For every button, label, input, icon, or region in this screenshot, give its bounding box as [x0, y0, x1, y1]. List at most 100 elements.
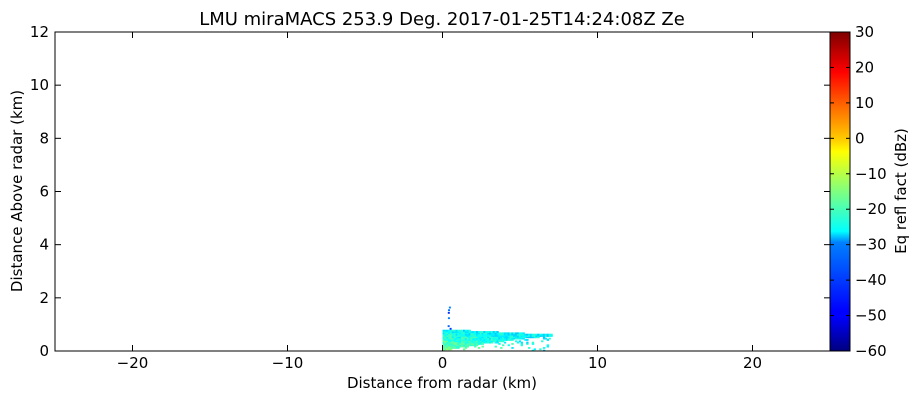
echo-cell — [487, 341, 490, 344]
echo-cell — [541, 335, 544, 337]
echo-cell — [451, 337, 455, 340]
echo-cell — [526, 341, 529, 344]
echo-cell — [531, 343, 535, 345]
echo-cell — [464, 345, 468, 348]
echo-cell — [518, 337, 522, 340]
echo-cell — [490, 331, 494, 333]
echo-cell — [457, 347, 460, 349]
echo-cell — [489, 332, 492, 335]
echo-cell — [542, 333, 546, 336]
echo-cell — [475, 333, 479, 336]
echo-cell — [487, 340, 490, 343]
echo-cell — [472, 333, 475, 336]
echo-cell — [446, 336, 449, 339]
echo-spike-cell — [448, 309, 451, 312]
echo-cell — [466, 344, 470, 347]
echo-cell — [483, 340, 486, 343]
echo-cell — [472, 337, 475, 340]
echo-cell — [507, 339, 510, 341]
echo-cell — [474, 343, 477, 345]
echo-cell — [470, 341, 473, 344]
echo-cell — [505, 333, 509, 336]
echo-cell — [513, 336, 516, 339]
echo-cell — [494, 345, 497, 348]
echo-cell — [483, 339, 486, 341]
echo-cell — [444, 345, 447, 348]
echo-cell — [464, 329, 468, 332]
echo-cell — [522, 336, 525, 339]
echo-cell — [466, 340, 470, 343]
echo-cell — [449, 347, 453, 349]
echo-cell — [470, 344, 473, 347]
echo-cell — [474, 339, 477, 341]
echo-cell — [535, 336, 538, 339]
echo-cell — [479, 341, 483, 344]
echo-cell — [485, 335, 488, 337]
colorbar — [829, 31, 851, 352]
echo-cell — [461, 339, 464, 341]
colorbar-tick-label: −60 — [855, 342, 887, 360]
echo-cell — [472, 340, 475, 343]
echo-cell — [451, 343, 455, 345]
echo-cell — [455, 331, 458, 333]
echo-cell — [459, 344, 462, 347]
echo-cell — [464, 336, 468, 339]
echo-cell — [526, 343, 529, 345]
echo-cell — [502, 333, 505, 336]
echo-cell — [451, 344, 455, 347]
echo-cell — [461, 333, 464, 336]
echo-cell — [442, 344, 445, 347]
x-tick-label: −20 — [117, 354, 149, 372]
echo-cell — [449, 331, 453, 333]
echo-cell — [449, 333, 453, 336]
colorbar-label: Eq refl fact (dBz) — [892, 128, 910, 254]
echo-cell — [500, 337, 503, 340]
echo-spike-cell — [447, 311, 450, 314]
echo-cell — [449, 329, 453, 332]
echo-cell — [479, 339, 483, 341]
echo-cell — [472, 341, 475, 344]
echo-cell — [459, 331, 462, 333]
echo-cell — [503, 341, 507, 344]
echo-cell — [462, 331, 466, 333]
echo-cell — [442, 340, 445, 343]
echo-cell — [509, 339, 512, 341]
echo-cell — [500, 332, 503, 335]
echo-cell — [453, 332, 457, 335]
echo-cell — [503, 335, 507, 337]
echo-cell — [451, 335, 455, 337]
echo-cell — [485, 339, 488, 341]
echo-cell — [526, 339, 529, 341]
echo-cell — [500, 335, 503, 337]
echo-cell — [464, 340, 468, 343]
echo-cell — [466, 345, 470, 348]
echo-cell — [481, 335, 484, 337]
echo-cell — [455, 343, 458, 345]
colorbar-axis: 30 20 10 0 −10 −20 −30 −40 −50 −60 — [830, 23, 887, 360]
echo-cell — [462, 329, 466, 332]
echo-cell — [537, 335, 540, 337]
echo-cell — [462, 337, 466, 340]
echo-cell — [475, 340, 479, 343]
echo-cell — [524, 339, 527, 341]
echo-cell — [522, 335, 525, 337]
echo-cell — [449, 336, 453, 339]
echo-cell — [442, 335, 445, 337]
echo-cell — [535, 335, 538, 337]
echo-cell — [461, 345, 464, 348]
echo-cell — [462, 344, 466, 347]
echo-cell — [448, 329, 451, 332]
echo-cell — [492, 336, 496, 339]
echo-cell — [448, 347, 451, 349]
echo-cell — [516, 335, 520, 337]
chart-title: LMU miraMACS 253.9 Deg. 2017-01-25T14:24… — [199, 9, 685, 30]
echo-cell — [468, 339, 471, 341]
echo-cell — [481, 336, 484, 339]
echo-cell — [468, 335, 471, 337]
echo-cell — [464, 331, 468, 333]
echo-cell — [513, 332, 516, 335]
echo-cell — [498, 340, 501, 343]
echo-cell — [515, 335, 518, 337]
echo-cell — [490, 336, 494, 339]
echo-cell — [496, 339, 499, 341]
